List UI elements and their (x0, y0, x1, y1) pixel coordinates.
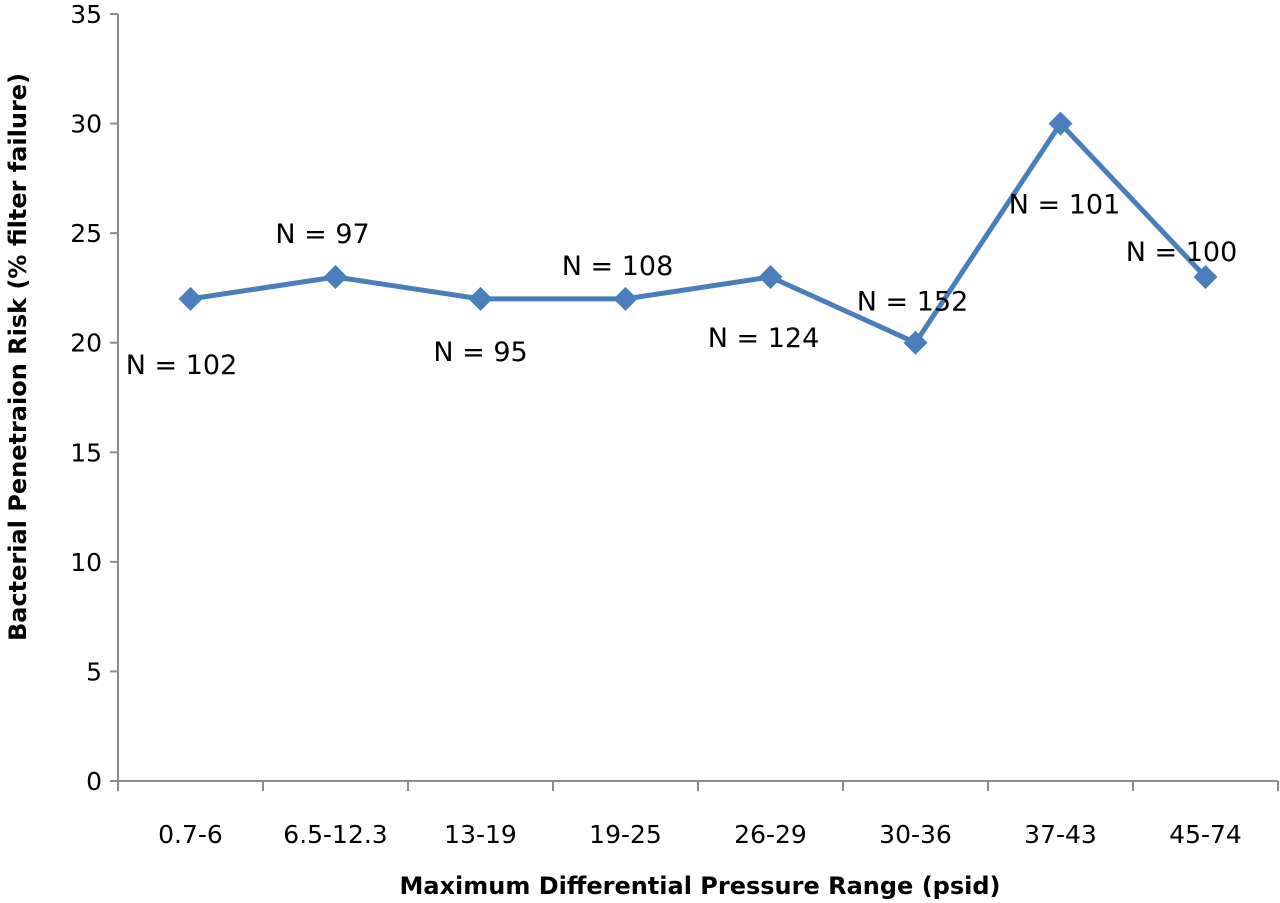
x-tick-label: 37-43 (1024, 820, 1097, 849)
y-axis: 0 5 10 15 20 25 30 35 (70, 0, 119, 796)
data-point-marker (613, 286, 638, 311)
x-tick-label: 13-19 (444, 820, 517, 849)
y-tick-label: 5 (86, 657, 102, 686)
data-label: N = 97 (275, 219, 369, 250)
data-label: N = 102 (126, 350, 238, 381)
data-point-marker (468, 286, 493, 311)
x-tick-label: 19-25 (589, 820, 662, 849)
y-tick-label: 15 (70, 438, 102, 467)
data-point-marker (758, 264, 783, 289)
y-tick-label: 30 (70, 110, 102, 139)
x-tick-label: 6.5-12.3 (283, 820, 387, 849)
x-axis: 0.7-6 6.5-12.3 13-19 19-25 26-29 30-36 37-43 45… (117, 780, 1279, 849)
data-label: N = 100 (1126, 237, 1238, 268)
y-tick-label: 35 (70, 0, 102, 29)
y-tick-label: 0 (86, 767, 102, 796)
data-point-marker (1048, 111, 1073, 136)
y-axis-title: Bacterial Penetraion Risk (% filter fail… (4, 73, 32, 641)
x-axis-title: Maximum Differential Pressure Range (psi… (400, 872, 1001, 900)
data-label: N = 152 (857, 287, 969, 318)
data-point-marker (1193, 264, 1218, 289)
series-polyline (190, 121, 1208, 346)
x-tick-label: 45-74 (1169, 820, 1242, 849)
data-label: N = 124 (708, 323, 820, 354)
y-tick-label: 20 (70, 329, 102, 358)
x-tick-label: 30-36 (879, 820, 952, 849)
data-label: N = 108 (562, 251, 674, 282)
data-label: N = 101 (1009, 190, 1121, 221)
data-point-marker (903, 330, 928, 355)
data-point-marker (178, 286, 203, 311)
x-tick-label: 26-29 (734, 820, 807, 849)
y-tick-label: 10 (70, 548, 102, 577)
data-label: N = 95 (433, 337, 527, 368)
y-tick-label: 25 (70, 219, 102, 248)
point-labels: N = 102 N = 97 N = 95 N = 108 N = 124 N = 152… (126, 190, 1238, 381)
data-point-marker (323, 264, 348, 289)
x-tick-label: 0.7-6 (158, 820, 223, 849)
series-line (178, 111, 1218, 355)
